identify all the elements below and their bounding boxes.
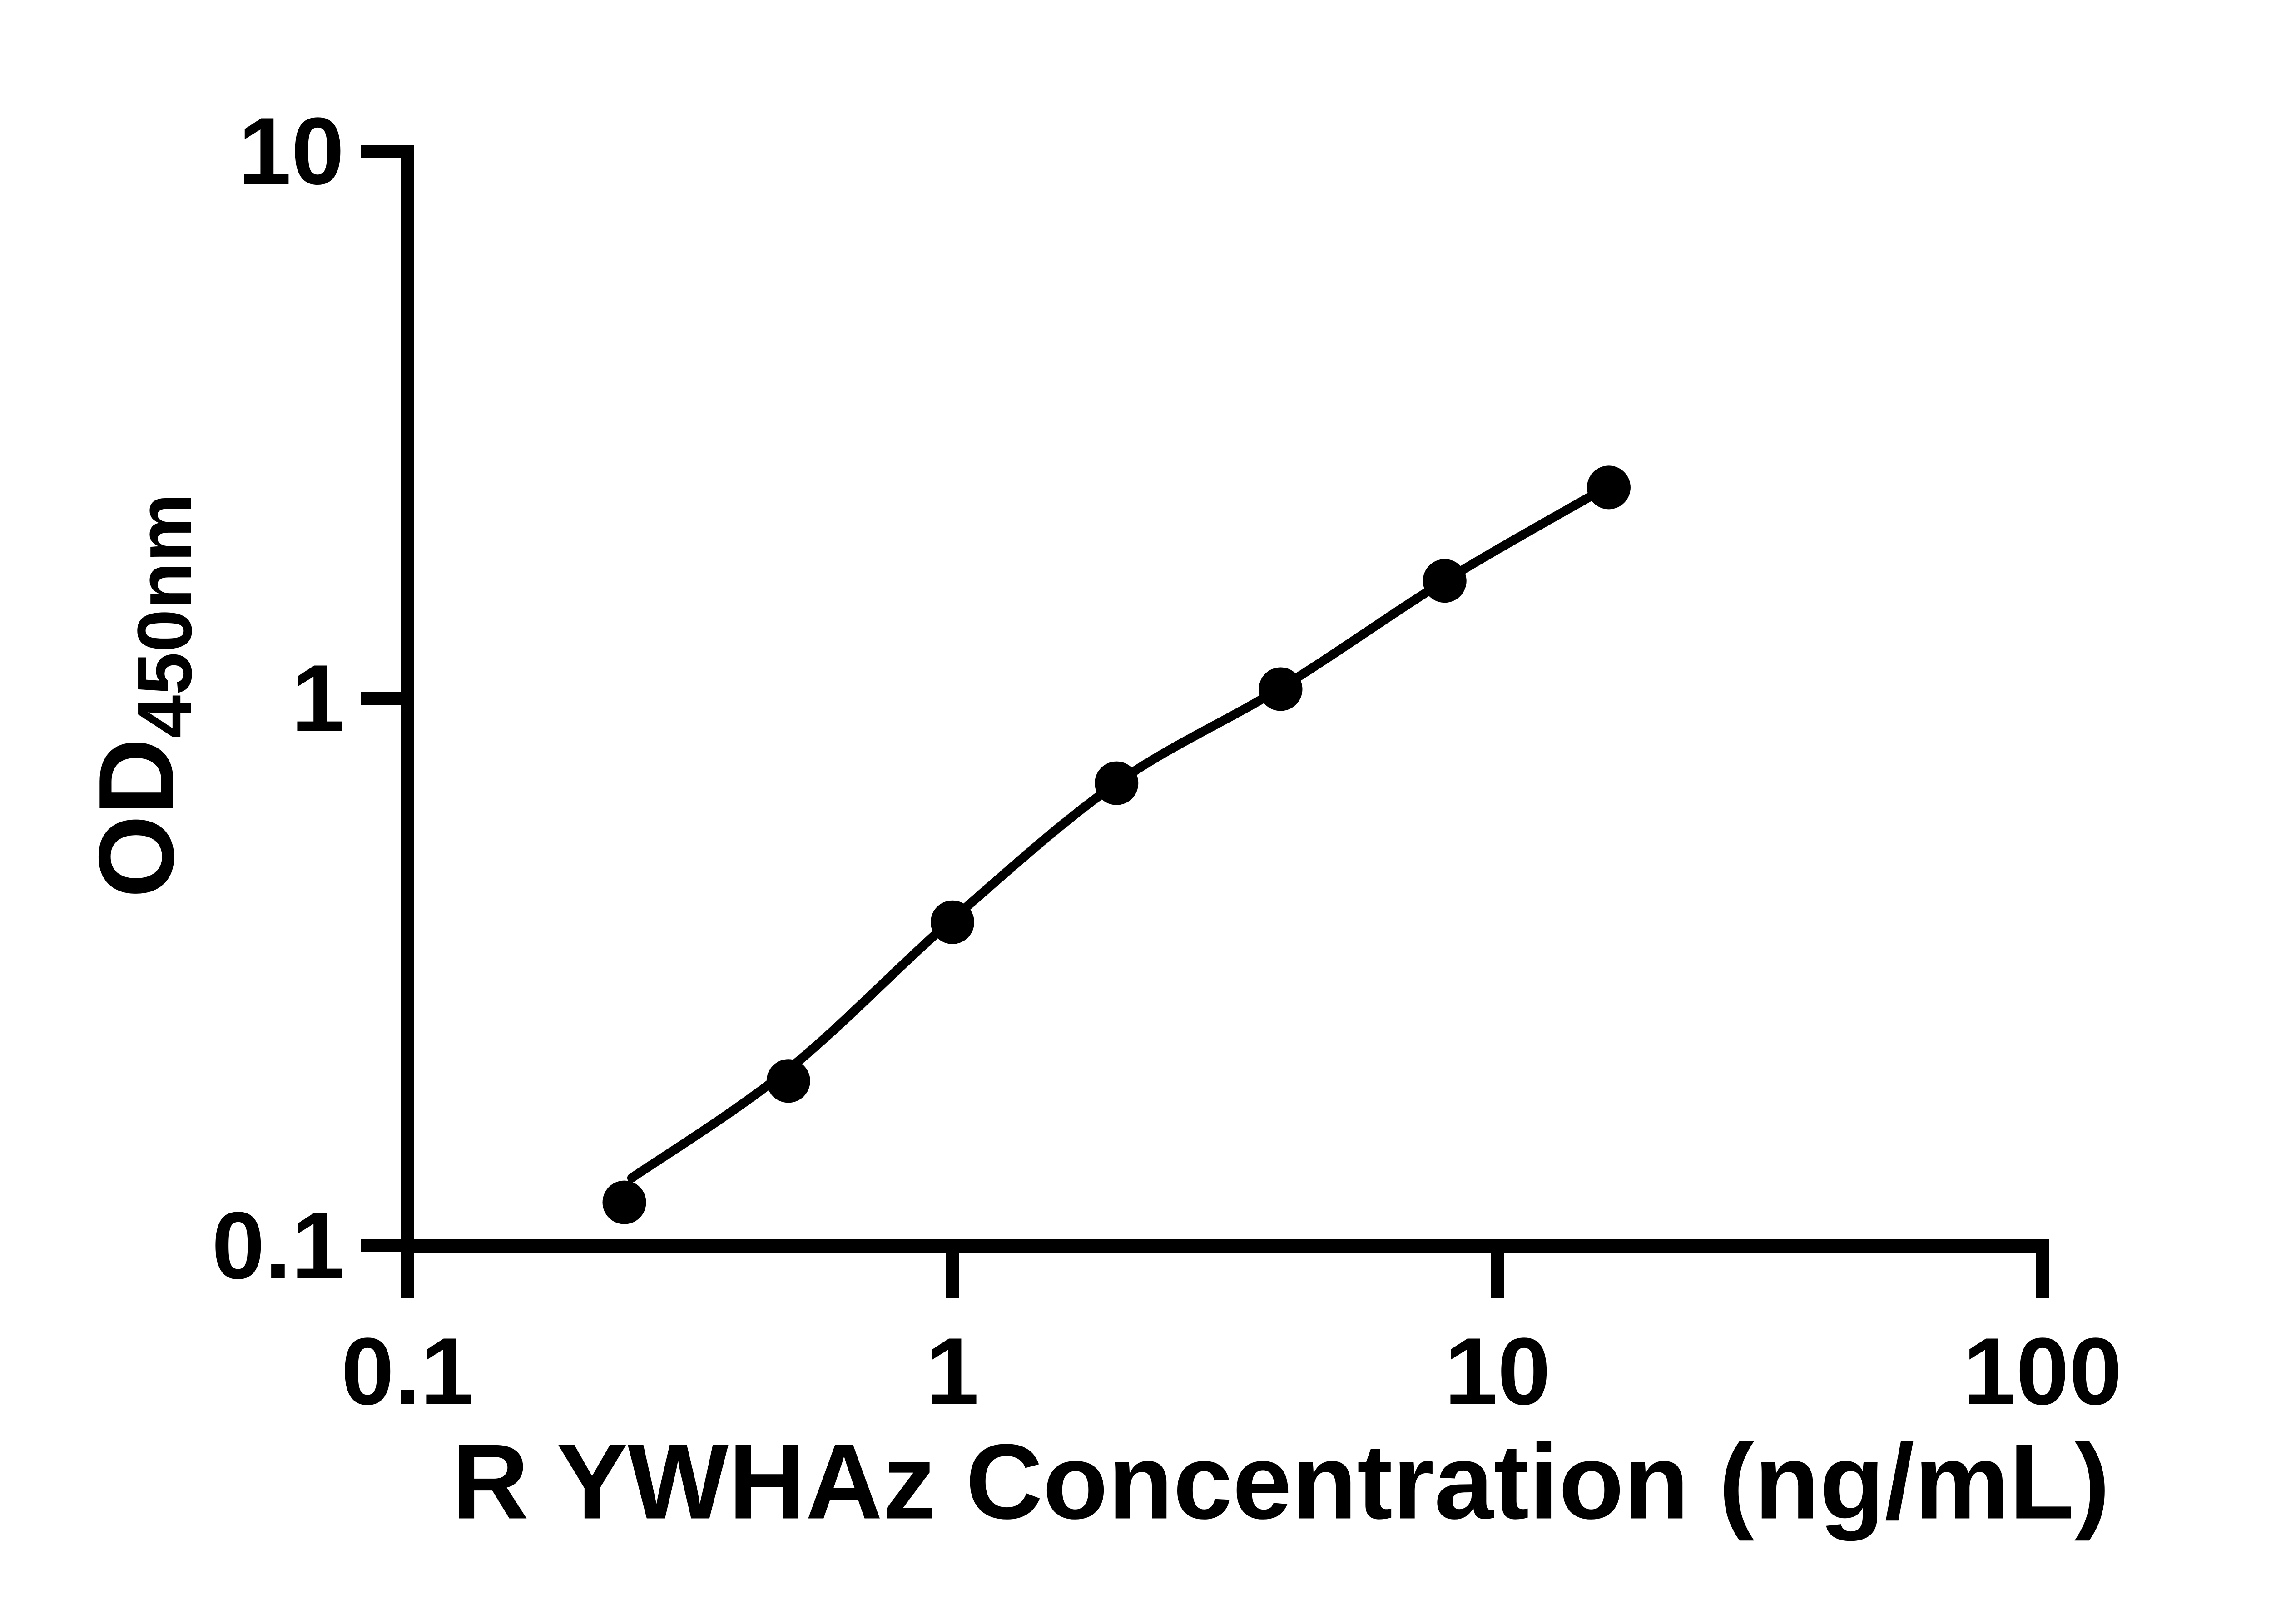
y-axis-title-main: OD: [76, 738, 196, 898]
x-tick-label: 1: [926, 1318, 979, 1425]
y-axis-title-subscript: 450nm: [122, 493, 208, 738]
y-tick-label: 0.1: [212, 1192, 344, 1299]
y-axis-title: OD450nm: [76, 493, 208, 898]
data-point-marker: [766, 1059, 810, 1103]
axes-frame: [401, 145, 2049, 1253]
data-point-marker: [1259, 667, 1303, 711]
data-point-marker: [602, 1180, 646, 1224]
x-tick-label: 0.1: [341, 1318, 474, 1425]
y-tick-label: 1: [291, 645, 344, 752]
data-point-marker: [1095, 761, 1139, 805]
data-point-marker: [931, 900, 974, 944]
y-tick-label: 10: [238, 98, 344, 204]
x-tick-label: 10: [1444, 1318, 1551, 1425]
x-axis-title: R YWHAz Concentration (ng/mL): [451, 1421, 2110, 1541]
x-tick-label: 100: [1963, 1318, 2122, 1425]
data-point-marker: [1423, 559, 1467, 603]
data-point-marker: [1587, 465, 1631, 510]
